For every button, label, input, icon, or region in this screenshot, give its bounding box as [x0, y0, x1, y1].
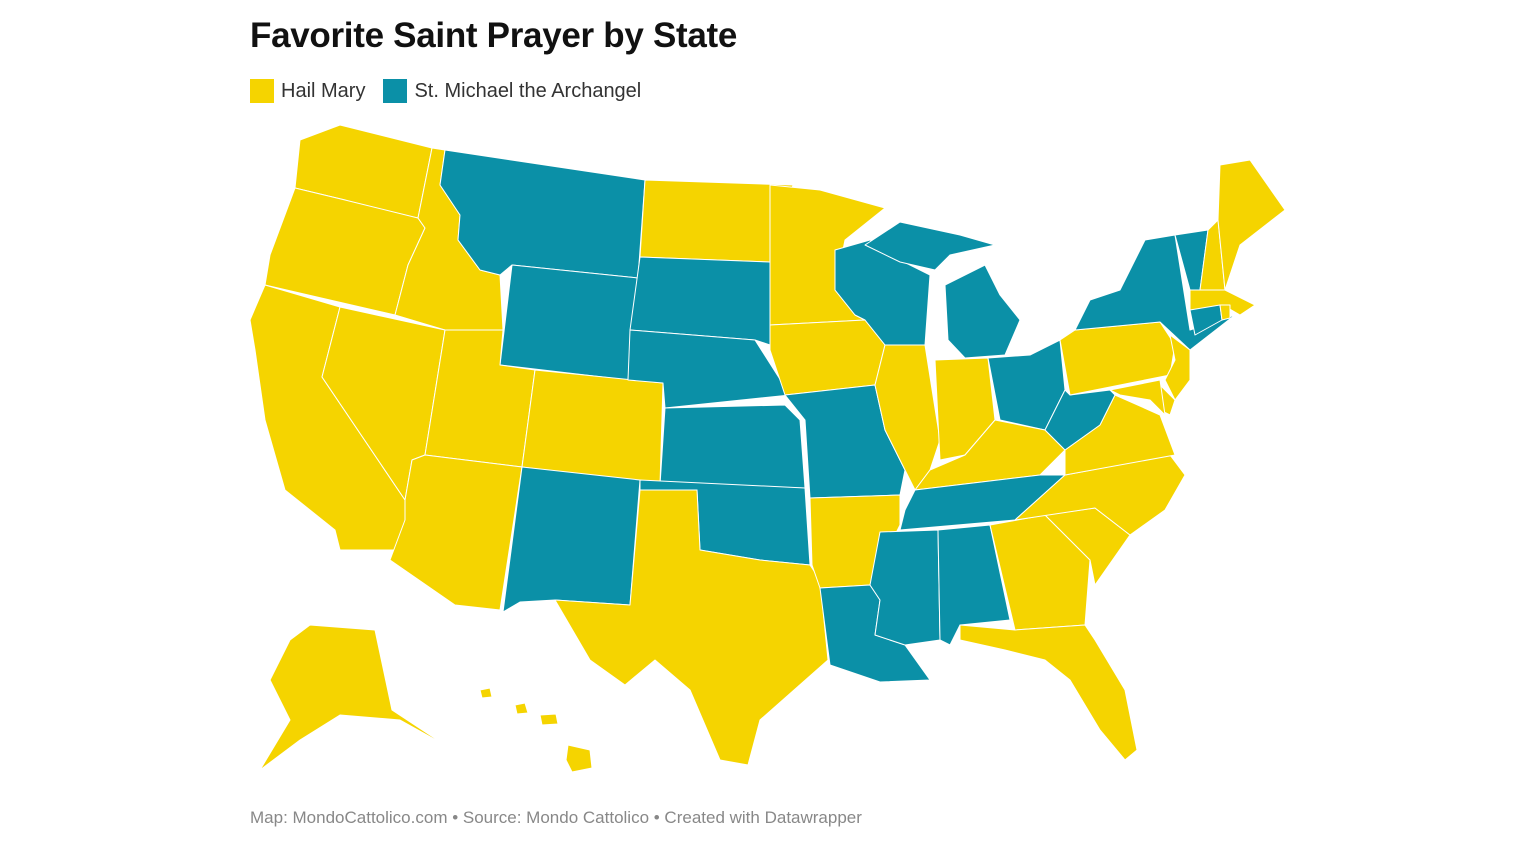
state-nm[interactable] [502, 466, 641, 613]
legend-swatch-st-michael [383, 79, 408, 103]
state-ks[interactable] [659, 404, 806, 489]
state-ia[interactable] [769, 319, 886, 396]
state-mi[interactable] [864, 221, 1021, 359]
legend-label: Hail Mary [281, 79, 366, 102]
legend-label: St. Michael the Archangel [414, 79, 642, 102]
legend-swatch-hail-mary [250, 79, 274, 103]
state-ak[interactable] [259, 624, 446, 771]
state-ny[interactable] [1074, 234, 1236, 351]
state-wv[interactable] [1044, 389, 1116, 451]
state-fl[interactable] [959, 624, 1138, 761]
state-tx[interactable] [554, 489, 829, 766]
legend-item-hail-mary: Hail Mary [250, 79, 365, 103]
legend-item-st-michael: St. Michael the Archangel [383, 79, 641, 103]
state-az[interactable] [389, 454, 523, 611]
state-wy[interactable] [499, 264, 639, 381]
state-me[interactable] [1217, 159, 1286, 291]
state-md[interactable] [1109, 379, 1166, 416]
legend: Hail Mary St. Michael the Archangel [250, 79, 659, 103]
state-co[interactable] [521, 369, 664, 486]
state-sd[interactable] [629, 256, 771, 346]
state-ri[interactable] [1219, 304, 1231, 321]
source-footer: Map: MondoCattolico.com • Source: Mondo … [250, 808, 862, 827]
state-ms[interactable] [869, 529, 941, 646]
state-hi[interactable] [479, 687, 593, 773]
map-title: Favorite Saint Prayer by State [250, 16, 738, 55]
